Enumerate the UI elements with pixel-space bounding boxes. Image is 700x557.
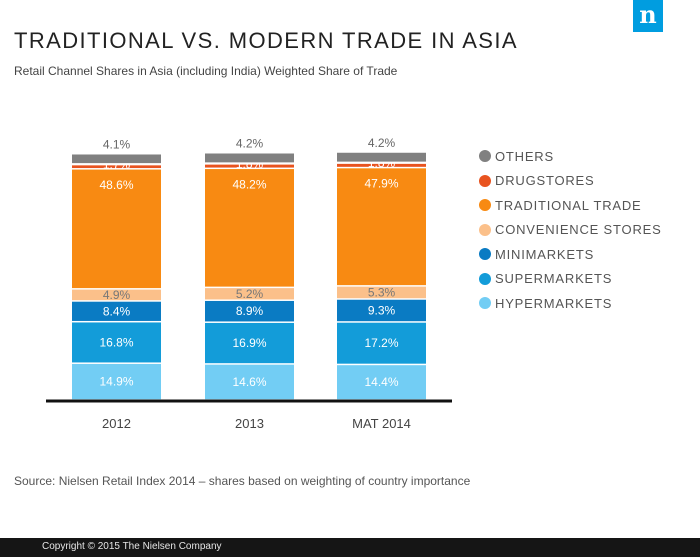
legend-swatch [479,150,491,163]
legend-label: SUPERMARKETS [495,271,613,287]
legend-item-traditional-trade: TRADITIONAL TRADE [479,193,662,218]
copyright-text: Copyright © 2015 The Nielsen Company [42,541,222,552]
bar-segment-others [337,152,426,162]
bar-segment-traditional-trade [72,169,161,289]
data-label-supermarkets: 16.9% [232,336,266,350]
legend-item-minimarkets: MINIMARKETS [479,242,662,267]
bar-segment-drugstores [72,165,161,169]
legend-label: HYPERMARKETS [495,295,613,311]
data-label-hypermarkets: 14.6% [232,375,266,389]
legend-swatch [479,199,491,212]
legend-swatch [479,174,491,187]
data-label-convenience-stores: 5.2% [236,287,264,301]
data-label-convenience-stores: 5.3% [368,285,396,299]
legend-item-others: OTHERS [479,144,662,169]
data-label-others: 4.1% [103,137,131,151]
data-label-minimarkets: 9.3% [368,303,396,317]
data-label-supermarkets: 16.8% [99,335,133,349]
legend-label: DRUGSTORES [495,173,595,189]
bar-segment-drugstores [337,163,426,167]
legend-item-drugstores: DRUGSTORES [479,169,662,194]
chart-title: TRADITIONAL VS. MODERN TRADE IN ASIA [14,28,518,53]
bar-segment-convenience-stores [205,288,294,300]
bar-segment-convenience-stores [337,286,426,299]
chart-subtitle: Retail Channel Shares in Asia (including… [14,64,398,78]
bar-segment-hypermarkets [72,363,161,400]
data-label-others: 4.2% [236,136,264,150]
legend-label: TRADITIONAL TRADE [495,197,642,213]
legend-label: CONVENIENCE STORES [495,222,662,238]
bar-segment-supermarkets [337,322,426,364]
data-label-traditional-trade: 48.2% [232,177,266,191]
bar-segment-minimarkets [337,299,426,322]
bar-segment-minimarkets [72,301,161,321]
bar-segment-supermarkets [205,322,294,364]
data-label-minimarkets: 8.9% [236,304,264,318]
data-label-others: 4.2% [368,136,396,150]
data-label-convenience-stores: 4.9% [103,288,131,302]
data-label-hypermarkets: 14.9% [99,375,133,389]
data-label-traditional-trade: 47.9% [364,177,398,191]
bar-segment-minimarkets [205,300,294,322]
legend-label: MINIMARKETS [495,246,595,262]
legend-item-convenience-stores: CONVENIENCE STORES [479,218,662,243]
bar-segment-hypermarkets [205,364,294,400]
data-label-supermarkets: 17.2% [364,336,398,350]
footer-bar: Copyright © 2015 The Nielsen Company [0,538,700,557]
legend-swatch [479,297,491,310]
x-tick-label: MAT 2014 [352,416,411,431]
bar-segment-others [72,154,161,164]
nielsen-logo: n [633,0,663,32]
x-tick-label: 2013 [235,416,264,431]
chart-legend: OTHERS DRUGSTORES TRADITIONAL TRADE CONVENI… [479,144,662,316]
legend-item-supermarkets: SUPERMARKETS [479,267,662,292]
bar-segment-convenience-stores [72,289,161,301]
bar-segment-traditional-trade [205,169,294,287]
stacked-bar-chart: 14.9%16.8%8.4%4.9%48.6%1.7%4.1%201214.6%… [46,136,452,431]
bar-segment-drugstores [205,164,294,168]
bar-segment-hypermarkets [337,365,426,400]
bar-segment-traditional-trade [337,168,426,286]
legend-swatch [479,223,491,236]
data-label-minimarkets: 8.4% [103,304,131,318]
source-note: Source: Nielsen Retail Index 2014 – shar… [14,474,471,488]
data-label-traditional-trade: 48.6% [99,178,133,192]
x-tick-label: 2012 [102,416,131,431]
legend-item-hypermarkets: HYPERMARKETS [479,291,662,316]
legend-swatch [479,272,491,285]
bar-segment-supermarkets [72,322,161,363]
legend-swatch [479,248,491,261]
bar-segment-others [205,153,294,163]
data-label-hypermarkets: 14.4% [364,375,398,389]
legend-label: OTHERS [495,148,554,164]
